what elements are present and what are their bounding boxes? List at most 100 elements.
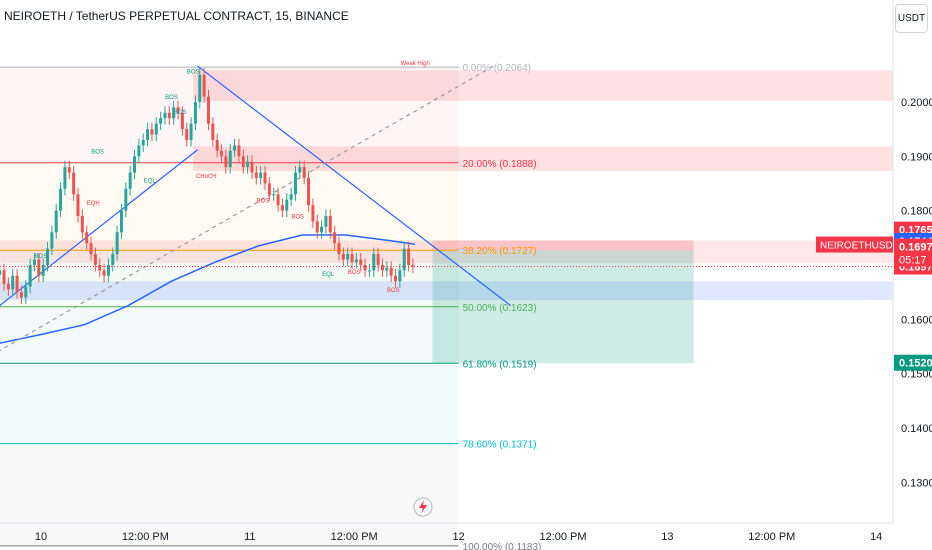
candle-body[interactable]	[2, 270, 6, 284]
candle-body[interactable]	[102, 270, 106, 276]
candle-body[interactable]	[0, 270, 2, 275]
candle-body[interactable]	[402, 248, 406, 271]
candle-body[interactable]	[302, 167, 306, 178]
candle-body[interactable]	[67, 167, 71, 173]
candle-body[interactable]	[233, 145, 237, 151]
candle-body[interactable]	[128, 172, 132, 189]
candle-body[interactable]	[254, 172, 258, 178]
candle-body[interactable]	[267, 183, 271, 195]
candle-body[interactable]	[28, 264, 32, 287]
candle-body[interactable]	[394, 275, 398, 282]
candle-body[interactable]	[289, 194, 293, 200]
candle-body[interactable]	[337, 243, 341, 255]
candle-body[interactable]	[76, 194, 80, 217]
candle-body[interactable]	[37, 259, 41, 276]
candle-body[interactable]	[172, 107, 176, 119]
candle-body[interactable]	[298, 167, 302, 173]
position-stop-zone[interactable]	[432, 240, 694, 251]
candle-body[interactable]	[280, 205, 284, 211]
candle-body[interactable]	[215, 139, 219, 151]
currency-button[interactable]: USDT	[895, 4, 928, 33]
candle-body[interactable]	[93, 254, 97, 265]
candle-body[interactable]	[150, 129, 154, 135]
candle-body[interactable]	[98, 264, 102, 271]
candle-body[interactable]	[89, 243, 93, 255]
candle-body[interactable]	[54, 210, 58, 233]
candle-body[interactable]	[111, 254, 115, 265]
candle-body[interactable]	[324, 216, 328, 227]
candle-body[interactable]	[141, 139, 145, 146]
candle-body[interactable]	[224, 156, 228, 168]
candle-body[interactable]	[389, 267, 393, 276]
candle-body[interactable]	[311, 205, 315, 222]
candle-body[interactable]	[206, 96, 210, 124]
candle-body[interactable]	[259, 172, 263, 178]
position-target-zone[interactable]	[432, 250, 694, 364]
candle-body[interactable]	[85, 232, 89, 244]
candle-body[interactable]	[367, 270, 371, 272]
candle-body[interactable]	[19, 292, 23, 298]
candle-body[interactable]	[263, 172, 267, 184]
trendline-down-line[interactable]	[197, 65, 512, 307]
candle-body[interactable]	[15, 275, 19, 293]
candle-body[interactable]	[24, 286, 28, 298]
candle-body[interactable]	[385, 267, 389, 271]
candle-body[interactable]	[285, 199, 289, 211]
candle-body[interactable]	[376, 254, 380, 265]
candle-body[interactable]	[133, 156, 137, 173]
candle-body[interactable]	[333, 232, 337, 244]
candle-body[interactable]	[198, 74, 202, 102]
candle-body[interactable]	[341, 254, 345, 260]
candle-body[interactable]	[106, 264, 110, 276]
candle-body[interactable]	[276, 194, 280, 206]
candle-body[interactable]	[398, 270, 402, 282]
candle-body[interactable]	[6, 283, 10, 290]
candle-body[interactable]	[202, 74, 206, 97]
candle-body[interactable]	[146, 129, 150, 140]
candle-body[interactable]	[293, 172, 297, 195]
candle-body[interactable]	[167, 112, 171, 119]
candle-body[interactable]	[328, 216, 332, 233]
candle-body[interactable]	[346, 254, 350, 260]
candle-body[interactable]	[11, 275, 15, 290]
candle-body[interactable]	[372, 254, 376, 271]
candle-body[interactable]	[246, 161, 250, 168]
candle-body[interactable]	[159, 118, 163, 124]
candle-body[interactable]	[359, 259, 363, 265]
candle-body[interactable]	[180, 112, 184, 130]
ma-line[interactable]	[0, 234, 416, 344]
candle-body[interactable]	[350, 254, 354, 263]
candle-body[interactable]	[185, 129, 189, 140]
candle-body[interactable]	[250, 161, 254, 173]
candle-body[interactable]	[50, 232, 54, 249]
candle-body[interactable]	[228, 150, 232, 168]
candle-body[interactable]	[272, 194, 276, 196]
candle-body[interactable]	[237, 145, 241, 157]
candle-body[interactable]	[119, 210, 123, 233]
candle-body[interactable]	[189, 123, 193, 140]
candle-body[interactable]	[220, 150, 224, 157]
candle-body[interactable]	[154, 123, 158, 135]
candle-body[interactable]	[211, 123, 215, 140]
candle-body[interactable]	[32, 259, 36, 265]
candle-body[interactable]	[176, 107, 180, 113]
candle-body[interactable]	[137, 145, 141, 157]
candle-body[interactable]	[41, 264, 45, 276]
candle-body[interactable]	[59, 188, 63, 211]
candle-body[interactable]	[363, 264, 367, 271]
candle-body[interactable]	[63, 167, 67, 189]
candle-body[interactable]	[124, 188, 128, 211]
candle-body[interactable]	[115, 232, 119, 255]
candle-body[interactable]	[163, 112, 167, 119]
candle-body[interactable]	[46, 248, 50, 265]
candle-body[interactable]	[411, 264, 415, 267]
candle-body[interactable]	[72, 172, 76, 195]
candle-body[interactable]	[307, 177, 311, 206]
candle-body[interactable]	[315, 221, 319, 233]
candle-body[interactable]	[80, 216, 84, 233]
candle-body[interactable]	[241, 156, 245, 168]
candle-body[interactable]	[193, 101, 197, 124]
candle-body[interactable]	[354, 259, 358, 263]
